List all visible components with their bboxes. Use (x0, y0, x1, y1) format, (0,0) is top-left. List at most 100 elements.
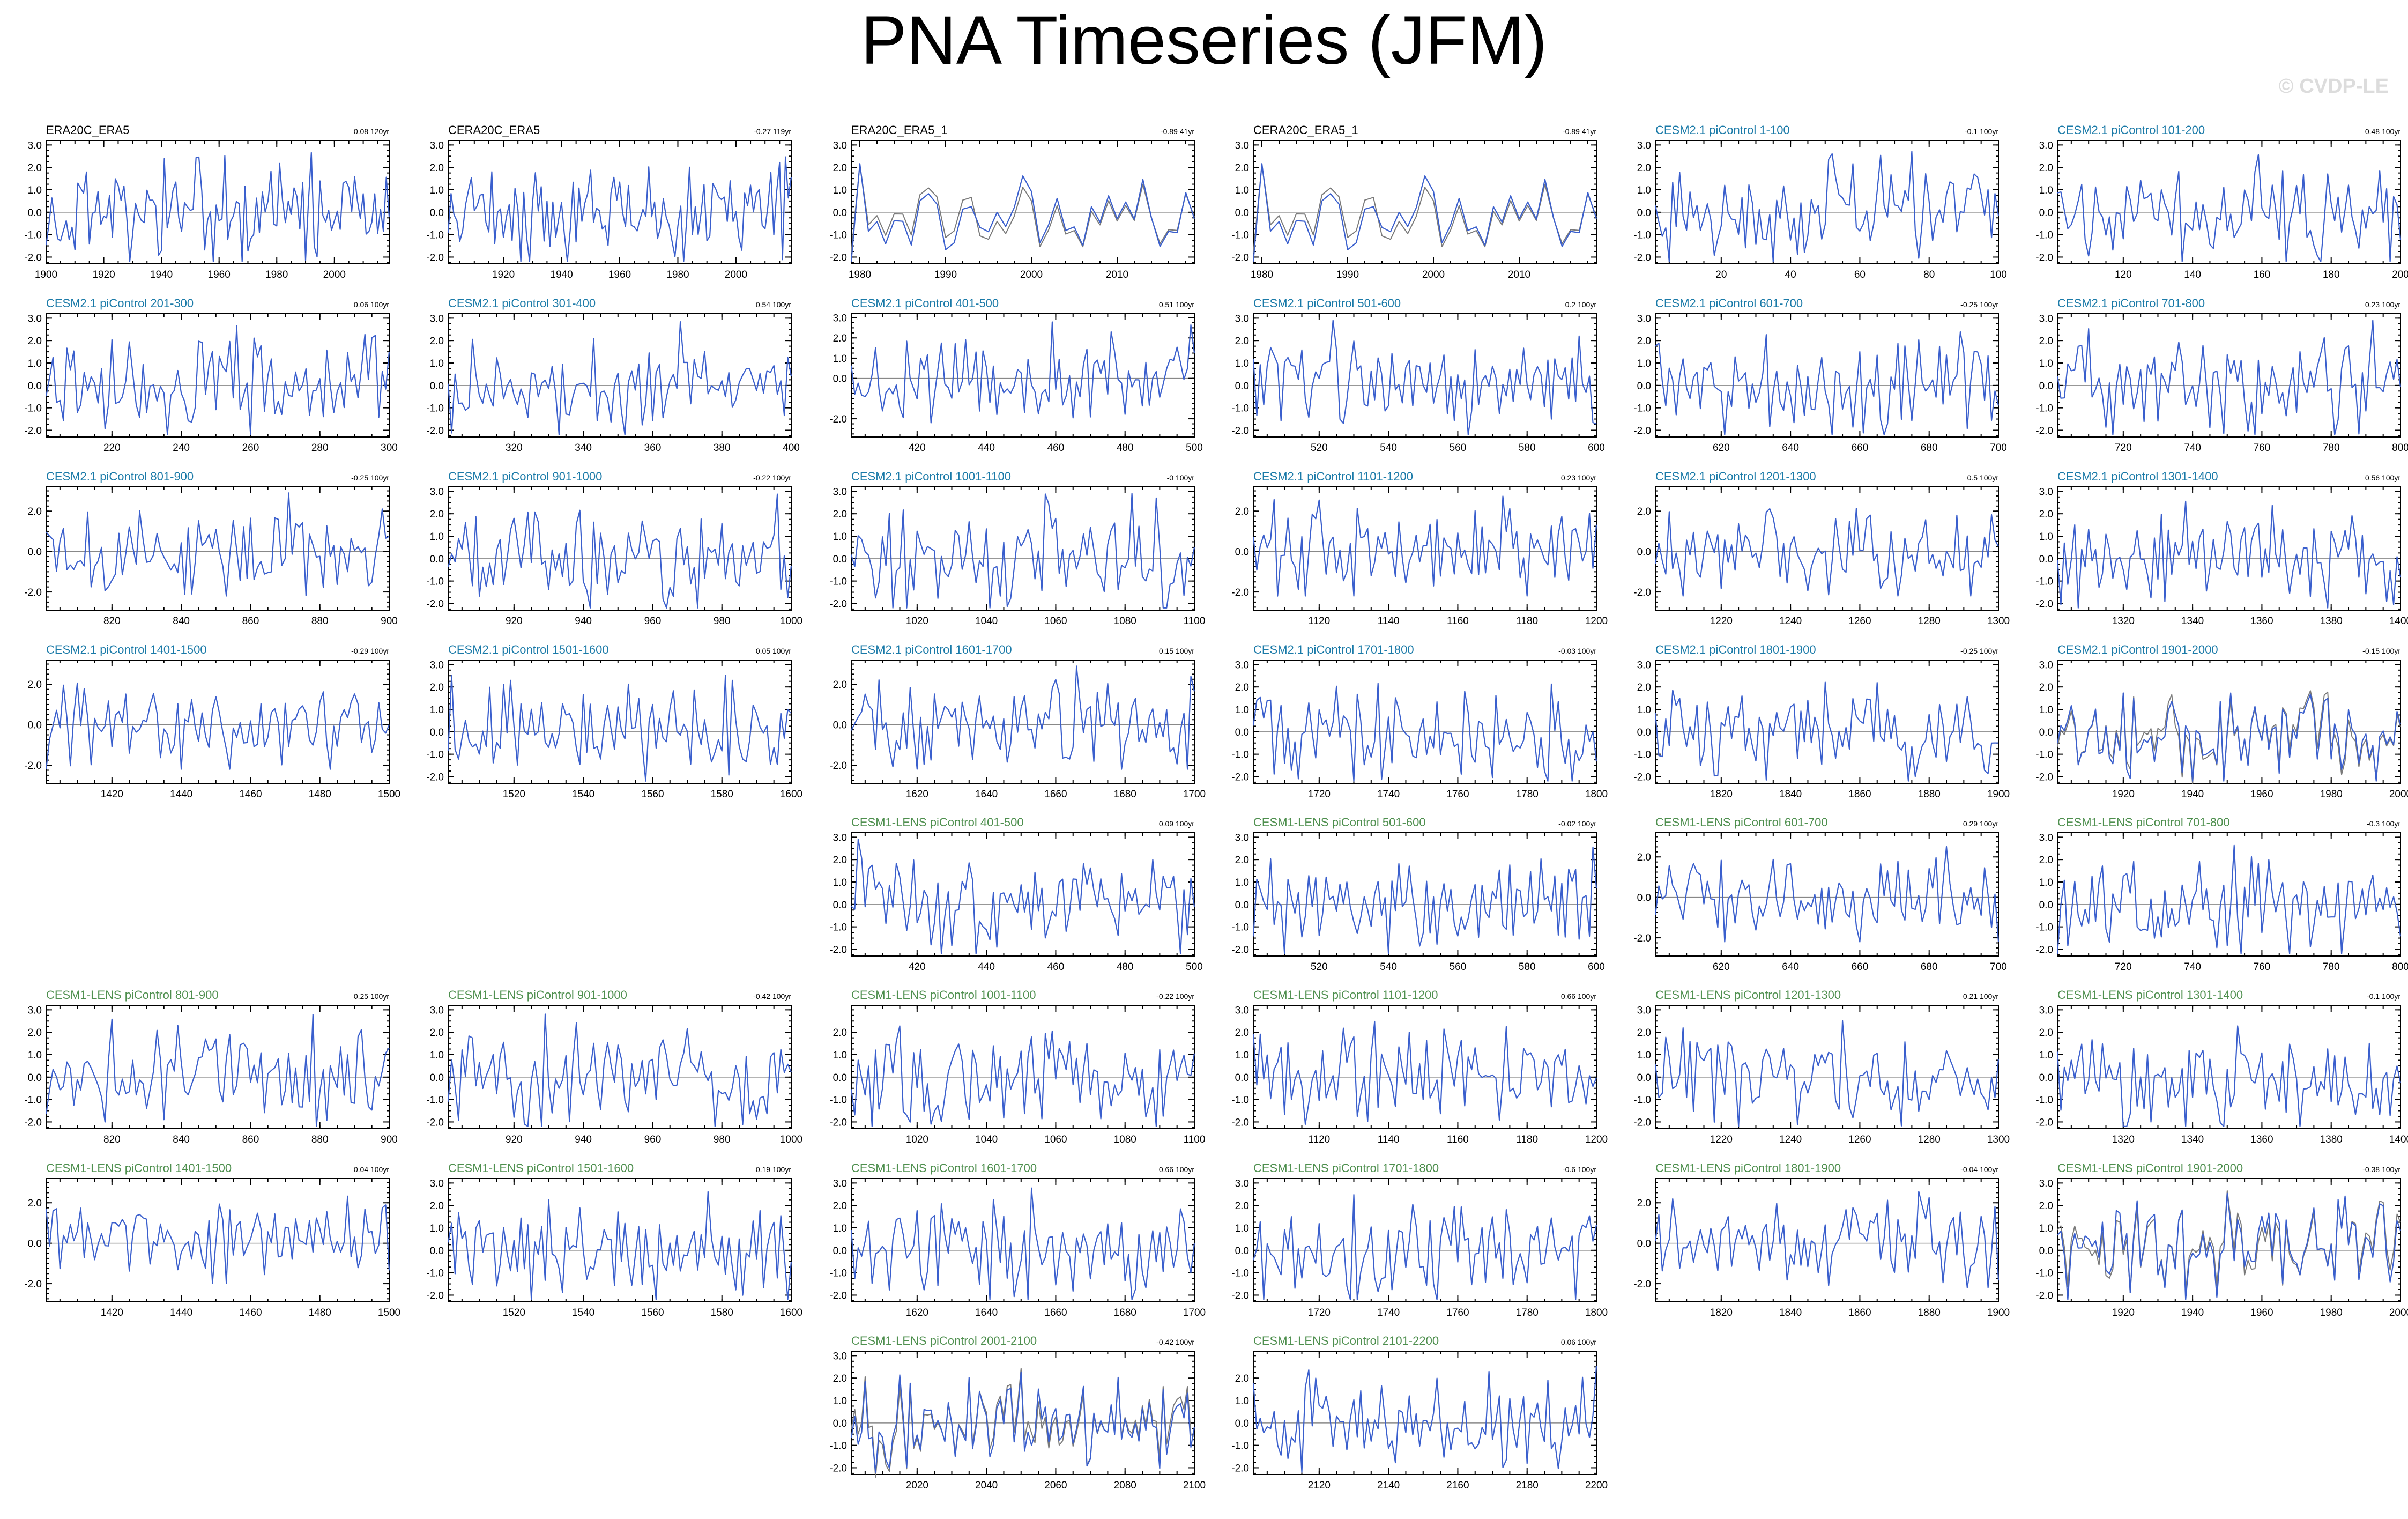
x-tick-label: 1820 (1710, 789, 1733, 800)
x-tick-label: 1320 (2112, 1134, 2135, 1145)
y-tick-label: -2.0 (2035, 1290, 2053, 1301)
x-tick-label: 600 (1588, 442, 1605, 454)
x-tick-label: 1300 (1987, 1134, 2010, 1145)
x-tick-label: 2000 (725, 269, 747, 280)
axis-frame (1655, 1005, 1999, 1129)
axis-frame (46, 660, 390, 784)
x-tick-label: 2100 (1183, 1480, 1206, 1491)
pna-series-line (45, 325, 390, 435)
axis-frame (448, 313, 792, 438)
x-tick-label: 1740 (1377, 789, 1400, 800)
x-tick-label: 1360 (2250, 616, 2273, 627)
x-tick-label: 1720 (1308, 1307, 1331, 1318)
axis-frame (448, 140, 792, 264)
pna-series-line (850, 321, 1195, 424)
axis-frame (851, 140, 1195, 264)
axis-frame (46, 140, 390, 264)
x-tick-label: 920 (506, 1134, 523, 1145)
y-tick-label: 1.0 (833, 353, 847, 365)
y-tick-label: 1.0 (2039, 531, 2053, 543)
x-tick-label: 1840 (1779, 789, 1802, 800)
y-tick-label: 0.0 (2039, 727, 2053, 738)
panel-title: CESM2.1 piControl 801-900 (46, 470, 194, 483)
y-tick-label: -2.0 (24, 1117, 42, 1128)
y-tick-label: 1.0 (430, 531, 444, 543)
x-tick-label: 1900 (1987, 789, 2010, 800)
x-tick-label: 900 (381, 1134, 398, 1145)
panel-title: CERA20C_ERA5_1 (1253, 123, 1358, 137)
x-tick-label: 900 (381, 616, 398, 627)
panel-title: CESM1-LENS piControl 1401-1500 (46, 1161, 232, 1175)
x-tick-label: 1990 (934, 269, 957, 280)
x-tick-label: 1680 (1114, 789, 1136, 800)
axis-frame (448, 1005, 792, 1129)
y-tick-label: -1.0 (2035, 922, 2053, 933)
x-tick-label: 1640 (975, 789, 998, 800)
axis-frame (1655, 660, 1999, 784)
y-tick-label: 2.0 (1637, 682, 1651, 693)
y-tick-label: 2.0 (1637, 336, 1651, 347)
pna-series-line (2056, 320, 2402, 435)
axis-frame (1253, 313, 1597, 438)
x-tick-label: 1880 (1918, 1307, 1941, 1318)
axis-frame (1253, 486, 1597, 611)
x-tick-label: 2000 (1422, 269, 1445, 280)
x-tick-label: 120 (2115, 269, 2132, 280)
x-tick-label: 560 (1450, 442, 1467, 454)
y-tick-label: 1.0 (833, 185, 847, 196)
y-tick-label: 0.0 (1235, 900, 1249, 911)
panel-title: CESM1-LENS piControl 1901-2000 (2057, 1161, 2243, 1175)
x-tick-label: 1940 (2181, 1307, 2204, 1318)
x-tick-label: 380 (714, 442, 731, 454)
timeseries-panel: CESM2.1 piControl 1801-1900 -0.25 100yr 18… (1633, 643, 2010, 800)
x-tick-label: 400 (783, 442, 800, 454)
y-tick-label: 1.0 (833, 1050, 847, 1061)
y-tick-label: 0.0 (833, 554, 847, 565)
x-tick-label: 1180 (1516, 616, 1538, 627)
trend-label: 0.54 100yr (756, 300, 791, 309)
panel-title: CESM1-LENS piControl 1101-1200 (1253, 988, 1438, 1002)
panel-title: ERA20C_ERA5_1 (851, 123, 948, 137)
axis-frame (2057, 832, 2401, 957)
y-tick-label: 3.0 (28, 140, 42, 151)
pna-series-line (45, 682, 390, 770)
y-tick-label: 3.0 (430, 486, 444, 498)
y-tick-label: 2.0 (430, 1201, 444, 1212)
x-tick-label: 980 (714, 616, 731, 627)
x-tick-label: 1480 (309, 1307, 331, 1318)
y-tick-label: 3.0 (1235, 832, 1249, 843)
x-tick-label: 700 (1990, 442, 2007, 454)
y-tick-label: 1.0 (1637, 358, 1651, 369)
timeseries-panel: CESM2.1 piControl 901-1000 -0.22 100yr 920… (426, 470, 802, 627)
x-tick-label: 1240 (1779, 616, 1802, 627)
pna-series-line (1654, 681, 1998, 782)
panel-title: CESM1-LENS piControl 1601-1700 (851, 1161, 1037, 1175)
y-tick-label: 2.0 (2039, 1027, 2053, 1039)
panel-title: CESM2.1 piControl 1601-1700 (851, 643, 1012, 656)
timeseries-panel: CESM2.1 piControl 1401-1500 -0.29 100yr 14… (24, 643, 400, 800)
y-tick-label: 3.0 (28, 1005, 42, 1016)
y-tick-label: -2.0 (426, 425, 444, 436)
x-tick-label: 1780 (1516, 1307, 1539, 1318)
y-tick-label: 3.0 (833, 140, 847, 151)
panel-title: CESM2.1 piControl 601-700 (1655, 297, 1803, 310)
y-tick-label: 2.0 (2039, 1201, 2053, 1212)
x-tick-label: 1260 (1848, 1134, 1871, 1145)
y-tick-label: 0.0 (430, 208, 444, 219)
x-tick-label: 260 (242, 442, 259, 454)
y-tick-label: 1.0 (430, 185, 444, 196)
panel-title: CESM1-LENS piControl 1201-1300 (1655, 988, 1841, 1002)
x-tick-label: 100 (1990, 269, 2007, 280)
timeseries-panel: CERA20C_ERA5 -0.27 119yr 1920 1940 1960 1980 2… (426, 123, 792, 280)
y-tick-label: 0.0 (1235, 381, 1249, 392)
trend-label: -0.15 100yr (2362, 647, 2400, 655)
timeseries-panel: CESM2.1 piControl 1901-2000 -0.15 100yr 19… (2035, 643, 2408, 800)
y-tick-label: 1.0 (2039, 1223, 2053, 1234)
panel-title: CESM1-LENS piControl 1701-1800 (1253, 1161, 1439, 1175)
x-tick-label: 1700 (1183, 1307, 1206, 1318)
x-tick-label: 2000 (2389, 1307, 2408, 1318)
y-tick-label: 2.0 (1637, 506, 1651, 517)
x-tick-label: 1540 (572, 789, 594, 800)
trend-label: 0.08 120yr (354, 127, 389, 136)
watermark: © CVDP-LE (2278, 75, 2389, 98)
